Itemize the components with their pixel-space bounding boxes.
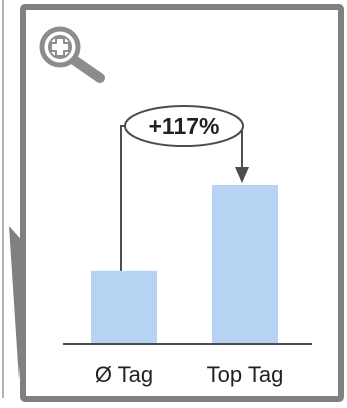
annotation-bubble bbox=[124, 105, 244, 147]
zoom-in-icon[interactable] bbox=[39, 26, 105, 83]
difference-label: +117% bbox=[149, 113, 220, 139]
frame-border bbox=[20, 4, 344, 402]
x-tick-label-0: Ø Tag bbox=[95, 362, 153, 387]
bar-1 bbox=[212, 185, 278, 344]
bar-0 bbox=[91, 270, 157, 344]
difference-arrowhead bbox=[235, 167, 249, 183]
x-tick-label-1: Top Tag bbox=[207, 362, 284, 387]
